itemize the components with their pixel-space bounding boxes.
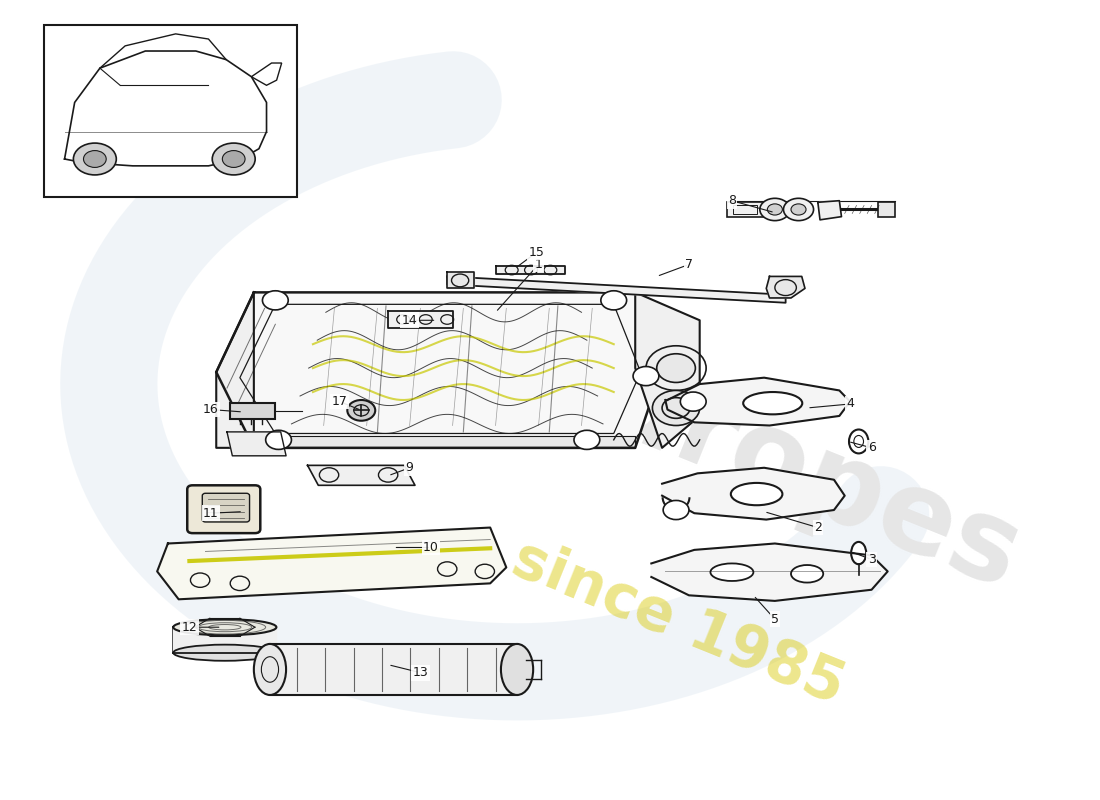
Circle shape bbox=[652, 390, 700, 426]
Polygon shape bbox=[666, 378, 850, 426]
Circle shape bbox=[263, 290, 288, 310]
Text: 3: 3 bbox=[868, 553, 876, 566]
Ellipse shape bbox=[851, 542, 866, 564]
Circle shape bbox=[212, 143, 255, 175]
Circle shape bbox=[601, 290, 627, 310]
Circle shape bbox=[222, 150, 245, 167]
Text: 15: 15 bbox=[528, 246, 544, 259]
Text: 7: 7 bbox=[685, 258, 693, 271]
Ellipse shape bbox=[730, 483, 782, 506]
Polygon shape bbox=[388, 310, 452, 328]
Text: 8: 8 bbox=[728, 194, 736, 207]
Circle shape bbox=[348, 400, 375, 421]
Circle shape bbox=[680, 392, 706, 411]
Polygon shape bbox=[448, 277, 785, 302]
Polygon shape bbox=[308, 466, 415, 486]
Polygon shape bbox=[767, 277, 805, 298]
Text: 14: 14 bbox=[402, 314, 418, 326]
Polygon shape bbox=[157, 527, 506, 599]
Circle shape bbox=[791, 204, 806, 215]
Text: 9: 9 bbox=[406, 462, 414, 474]
Ellipse shape bbox=[254, 644, 286, 695]
Text: 4: 4 bbox=[846, 398, 854, 410]
Text: 2: 2 bbox=[814, 521, 822, 534]
Circle shape bbox=[760, 198, 790, 221]
Polygon shape bbox=[217, 292, 662, 448]
Circle shape bbox=[768, 204, 782, 215]
Text: 10: 10 bbox=[424, 541, 439, 554]
Ellipse shape bbox=[744, 392, 802, 414]
Circle shape bbox=[657, 354, 695, 382]
Polygon shape bbox=[651, 543, 888, 601]
Bar bbox=[878, 202, 895, 217]
Text: 5: 5 bbox=[771, 613, 779, 626]
Text: 13: 13 bbox=[412, 666, 428, 679]
Text: 11: 11 bbox=[204, 506, 219, 520]
Text: europes: europes bbox=[514, 315, 1036, 613]
Circle shape bbox=[574, 430, 600, 450]
Text: since 1985: since 1985 bbox=[504, 530, 852, 716]
Ellipse shape bbox=[500, 644, 534, 695]
Circle shape bbox=[783, 198, 814, 221]
Ellipse shape bbox=[849, 430, 868, 454]
Ellipse shape bbox=[791, 565, 823, 582]
FancyBboxPatch shape bbox=[202, 494, 250, 522]
Bar bbox=[230, 403, 275, 419]
FancyBboxPatch shape bbox=[187, 486, 261, 533]
Polygon shape bbox=[662, 468, 845, 519]
Text: 1: 1 bbox=[535, 258, 542, 271]
Ellipse shape bbox=[711, 563, 754, 581]
Polygon shape bbox=[174, 627, 276, 653]
Text: 12: 12 bbox=[182, 621, 197, 634]
Polygon shape bbox=[448, 273, 474, 288]
Bar bbox=[733, 205, 757, 214]
Polygon shape bbox=[227, 432, 286, 456]
Polygon shape bbox=[635, 292, 700, 448]
Ellipse shape bbox=[174, 645, 276, 661]
Text: 6: 6 bbox=[868, 442, 876, 454]
Circle shape bbox=[84, 150, 107, 167]
Circle shape bbox=[634, 366, 659, 386]
Polygon shape bbox=[496, 266, 565, 274]
Circle shape bbox=[663, 501, 689, 519]
Circle shape bbox=[74, 143, 117, 175]
Ellipse shape bbox=[174, 619, 276, 635]
Circle shape bbox=[266, 430, 292, 450]
Polygon shape bbox=[217, 292, 254, 448]
Circle shape bbox=[662, 398, 690, 418]
Polygon shape bbox=[818, 201, 842, 220]
Polygon shape bbox=[252, 63, 282, 86]
Bar bbox=[44, 26, 297, 197]
Text: 17: 17 bbox=[332, 395, 348, 408]
Polygon shape bbox=[254, 436, 635, 448]
Polygon shape bbox=[270, 644, 517, 695]
Text: 16: 16 bbox=[204, 403, 219, 416]
Bar bbox=[726, 202, 764, 217]
